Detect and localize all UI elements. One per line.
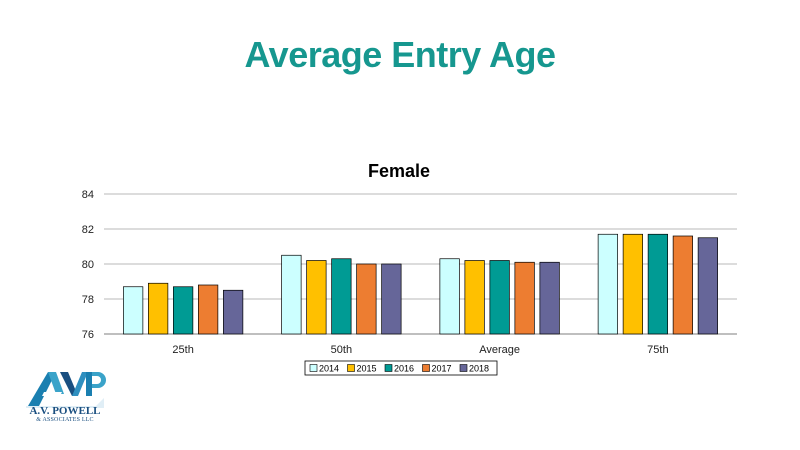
bar-2018-50th [381, 263, 402, 335]
bar-2015-average [464, 260, 485, 335]
bar-2014-75th [597, 233, 618, 335]
bar-2017-average [514, 261, 535, 335]
y-tick-label: 82 [82, 224, 94, 236]
x-tick-label: 50th [331, 344, 352, 356]
legend-swatch [309, 364, 318, 372]
bar-2018-average [539, 261, 560, 335]
bar-2016-average [489, 260, 510, 335]
legend: 2014 2015 2016 2017 2018 [304, 360, 498, 376]
logo-name: A.V. POWELL [29, 405, 101, 417]
bar-2014-50th [281, 254, 302, 335]
bar-2018-75th [697, 237, 718, 335]
bar-2015-50th [306, 260, 327, 335]
legend-swatch [422, 364, 430, 372]
legend-label: 2016 [394, 364, 414, 374]
bar-2017-50th [356, 263, 377, 335]
bar-2016-75th [647, 233, 668, 335]
slide-title: Average Entry Age [244, 34, 556, 75]
bar-2014-average [439, 258, 460, 335]
bar-2016-25th [173, 286, 194, 335]
bar-group [123, 233, 718, 335]
legend-swatch [384, 364, 393, 372]
legend-label: 2014 [319, 364, 339, 374]
y-tick-label: 84 [82, 189, 94, 201]
y-axis-labels: 76 78 80 82 84 [82, 189, 94, 341]
x-tick-label: Average [479, 344, 520, 356]
y-tick-label: 76 [82, 329, 94, 341]
bar-2017-75th [672, 235, 693, 335]
bar-2015-75th [622, 233, 643, 335]
bar-2017-25th [198, 284, 219, 335]
bar-2015-25th [148, 282, 169, 335]
x-tick-label: 25th [172, 344, 193, 356]
legend-label: 2015 [357, 364, 377, 374]
x-tick-label: 75th [647, 344, 668, 356]
logo-subtitle: & ASSOCIATES LLC [36, 417, 94, 423]
legend-label: 2017 [432, 364, 452, 374]
legend-swatch [459, 364, 468, 372]
chart-title: Female [368, 161, 430, 181]
bar-2018-25th [223, 289, 244, 335]
y-tick-label: 80 [82, 259, 94, 271]
x-axis-labels: 25th 50th Average 75th [172, 344, 668, 356]
bar-2014-25th [123, 286, 144, 335]
legend-swatch [347, 364, 355, 372]
legend-label: 2018 [469, 364, 489, 374]
y-tick-label: 78 [82, 294, 94, 306]
company-logo-icon [26, 372, 106, 408]
bar-2016-50th [331, 258, 352, 335]
